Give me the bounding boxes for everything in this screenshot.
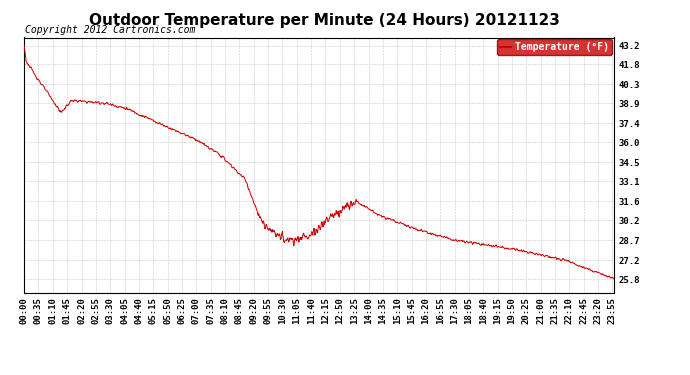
Text: Copyright 2012 Cartronics.com: Copyright 2012 Cartronics.com — [26, 25, 196, 35]
Text: Outdoor Temperature per Minute (24 Hours) 20121123: Outdoor Temperature per Minute (24 Hours… — [89, 13, 560, 28]
Legend: Temperature (°F): Temperature (°F) — [497, 39, 612, 55]
